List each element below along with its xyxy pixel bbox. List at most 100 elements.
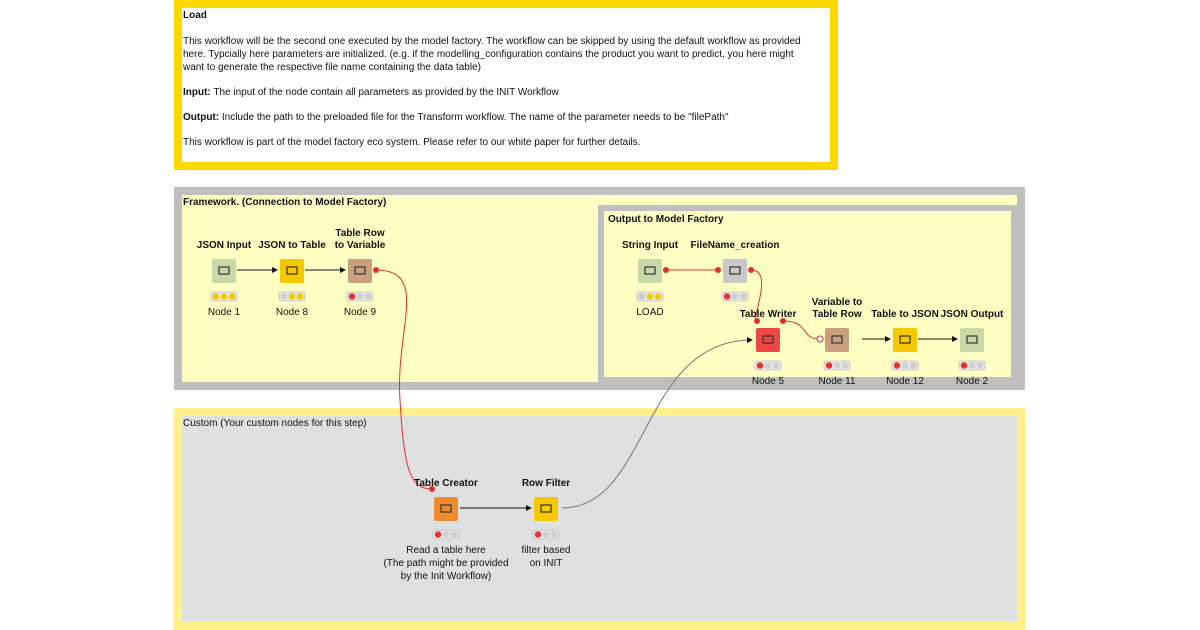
- node-glyph: [831, 335, 843, 344]
- node-name: String Input: [622, 240, 679, 251]
- status-light: [772, 362, 780, 369]
- node-glyph: [729, 266, 741, 275]
- node-label: Node 9: [344, 307, 377, 318]
- port: [780, 318, 786, 324]
- node-label: Node 2: [956, 376, 989, 387]
- status-light: [654, 293, 662, 300]
- node-glyph: [218, 266, 230, 275]
- status-light: [825, 362, 833, 369]
- node-label: Node 12: [886, 376, 924, 387]
- output-label: Output:: [183, 112, 219, 123]
- status-light: [901, 362, 909, 369]
- node-icon: [960, 328, 984, 352]
- status-light: [833, 362, 841, 369]
- load-output: Output: Include the path to the preloade…: [183, 112, 729, 123]
- status-light: [646, 293, 654, 300]
- node-label: Node 8: [276, 307, 309, 318]
- connection: [561, 337, 753, 509]
- node-glyph: [899, 335, 911, 344]
- node-glyph: [966, 335, 978, 344]
- node-name: JSON Input: [197, 240, 252, 251]
- node-label: Node 1: [208, 307, 241, 318]
- port: [373, 267, 379, 273]
- status-light: [739, 293, 747, 300]
- status-light: [731, 293, 739, 300]
- status-light: [542, 531, 550, 538]
- status-light: [764, 362, 772, 369]
- status-light: [442, 531, 450, 538]
- node-name: JSON to Table: [258, 240, 326, 251]
- load-input: Input: The input of the node contain all…: [183, 87, 560, 98]
- status-light: [756, 362, 764, 369]
- node-label: Read a table here: [406, 545, 486, 556]
- node: Table Writer Node 5: [740, 309, 797, 387]
- node: JSON Input Node 1: [197, 240, 252, 318]
- status-light: [356, 293, 364, 300]
- node: FileName_creation: [691, 240, 779, 302]
- custom-annotation: [174, 408, 1025, 630]
- status-light: [723, 293, 731, 300]
- node-glyph: [354, 266, 366, 275]
- node-name: to Variable: [335, 240, 386, 251]
- nodes: JSON Input Node 1 JSON to Table Node 8 Table…: [197, 228, 1004, 582]
- port: [715, 267, 721, 273]
- status-light: [220, 293, 228, 300]
- node-label: filter based: [522, 545, 571, 556]
- input-label: Input:: [183, 87, 211, 98]
- status-light: [280, 293, 288, 300]
- status-light: [228, 293, 236, 300]
- node: Table Creator Read a table here (The path …: [383, 478, 508, 582]
- node-icon: [893, 328, 917, 352]
- status-light: [968, 362, 976, 369]
- output-annotation: [598, 205, 1017, 383]
- port: [816, 335, 824, 343]
- node-icon: [534, 497, 558, 521]
- status-light: [960, 362, 968, 369]
- node-label: Node 5: [752, 376, 785, 387]
- port: [429, 486, 435, 492]
- load-footer: This workflow is part of the model facto…: [183, 137, 640, 148]
- node-icon: [434, 497, 458, 521]
- status-light: [638, 293, 646, 300]
- node-icon: [723, 259, 747, 283]
- framework-title: Framework. (Connection to Model Factory): [183, 197, 386, 208]
- status-light: [976, 362, 984, 369]
- status-light: [841, 362, 849, 369]
- node: Table to JSON Node 12: [871, 309, 939, 387]
- node-glyph: [286, 266, 298, 275]
- status-light: [434, 531, 442, 538]
- node-glyph: [762, 335, 774, 344]
- node-icon: [825, 328, 849, 352]
- node: JSON Output Node 2: [941, 309, 1004, 387]
- node-label: Node 11: [818, 376, 856, 387]
- node-name: Variable to: [812, 297, 863, 308]
- port: [663, 267, 669, 273]
- custom-title: Custom (Your custom nodes for this step): [183, 418, 367, 429]
- variable-connection: [375, 269, 433, 490]
- status-light: [909, 362, 917, 369]
- ports: [373, 267, 824, 492]
- status-light: [288, 293, 296, 300]
- status-light: [893, 362, 901, 369]
- input-text: The input of the node contain all parame…: [213, 87, 559, 98]
- node-glyph: [644, 266, 656, 275]
- node-icon: [348, 259, 372, 283]
- node-name: Table Row: [812, 309, 861, 320]
- status-light: [212, 293, 220, 300]
- node-label: LOAD: [636, 307, 663, 318]
- load-text: here. Typcially here parameters are init…: [183, 49, 794, 60]
- variable-connection: [782, 320, 820, 340]
- node-icon: [280, 259, 304, 283]
- node: String Input LOAD: [622, 240, 679, 318]
- output-title: Output to Model Factory: [608, 214, 724, 225]
- status-light: [450, 531, 458, 538]
- node-label: on INIT: [530, 558, 563, 569]
- status-light: [296, 293, 304, 300]
- load-text: want to generate the respective file nam…: [182, 62, 481, 73]
- node-glyph: [540, 504, 552, 513]
- output-text: Include the path to the preloaded file f…: [222, 112, 729, 123]
